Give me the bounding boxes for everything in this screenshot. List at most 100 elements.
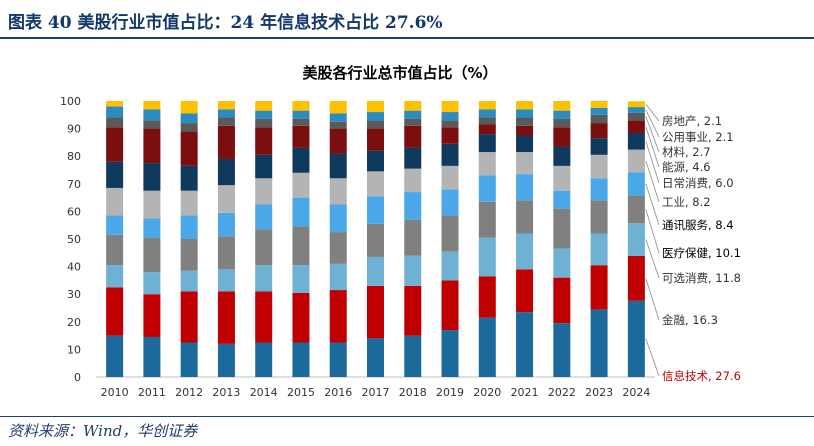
bar-segment [217,185,235,213]
bar-segment [516,101,534,110]
bar-segment [292,147,310,173]
x-tick-label: 2024 [622,386,650,399]
bar-segment [217,158,235,186]
bar-segment [367,150,384,172]
bar-segment [516,125,534,136]
x-tick-label: 2021 [511,386,539,399]
chart-title: 美股各行业总市值占比（%） [302,64,497,82]
series-label: 信息技术, 27.6 [662,369,741,383]
bar-segment [180,215,198,239]
bar-segment [553,248,571,278]
bar-segment [478,276,496,318]
bar-segment [478,152,496,176]
bar-segment [590,265,608,310]
bar-segment [143,190,161,219]
bar-segment [553,146,571,166]
x-tick-label: 2015 [287,386,315,399]
bar-segment [180,270,198,292]
bar-segment [367,338,384,377]
bar-segment [329,128,347,154]
bar-segment [180,101,198,114]
bar-segment [106,101,124,107]
bar-segment [180,190,198,216]
y-tick-label: 100 [60,95,81,108]
bar-segment [143,294,161,337]
bar-segment [478,124,496,135]
bar-segment [106,127,124,162]
bar-segment [404,335,422,377]
bar-segment [180,131,198,166]
bar-segment [217,343,235,377]
bar-segment [404,118,422,126]
bar-segment [478,101,496,110]
bar-segment [367,128,384,151]
bar-segment [553,208,571,249]
bar-segment [329,101,347,114]
bar-segment [627,133,645,150]
bar-segment [292,101,310,111]
bar-segment [143,128,161,164]
bar-segment [217,212,235,237]
bar-segment [180,291,198,343]
series-label: 公用事业, 2.1 [662,130,734,144]
bar-segment [143,120,161,129]
y-tick-label: 60 [67,205,81,218]
bar-segment [553,110,571,119]
bar-segment [441,189,459,216]
y-tick-label: 90 [67,123,81,136]
bar-segment [367,101,384,113]
leader-line [645,103,660,122]
bar-segment [404,168,422,193]
bar-segment [590,114,608,124]
bar-segment [106,106,124,118]
series-label: 房地产, 2.1 [662,114,722,128]
bar-segment [627,195,645,224]
bar-segment [329,121,347,129]
leader-line [645,278,660,321]
series-label: 工业, 8.2 [662,195,711,209]
bar-segment [516,312,534,377]
bar-segment [478,317,496,377]
series-label: 材料, 2.7 [662,145,711,159]
bar-segment [516,135,534,153]
bar-segment [553,190,571,209]
bar-segment [478,109,496,118]
bar-segment [292,265,310,293]
bar-segment [590,123,608,139]
footer-divider [0,416,814,417]
series-label: 可选消费, 11.8 [662,271,741,285]
figure-header: 图表 40 美股行业市值占比：24 年信息技术占比 27.6% [0,0,814,40]
bar-segment [180,113,198,124]
bar-segment [143,272,161,295]
bar-segment [516,269,534,313]
y-tick-label: 10 [67,343,81,356]
bar-segment [590,101,608,108]
bar-segment [106,117,124,128]
bar-segment [590,107,608,115]
bar-segment [441,120,459,128]
series-label: 通讯服务, 8.4 [662,218,734,232]
bar-segment [404,101,422,111]
bar-segment [590,309,608,377]
bar-segment [217,236,235,270]
bar-segment [106,215,124,235]
bar-segment [553,165,571,191]
bar-segment [441,101,459,113]
y-tick-label: 70 [67,178,81,191]
bar-segment [478,134,496,153]
bar-segment [329,113,347,122]
bar-segment [255,110,273,119]
leader-line [645,209,660,254]
leader-line [645,141,660,184]
bar-segment [478,237,496,277]
header-divider [0,37,814,39]
bar-segment [329,342,347,377]
x-tick-label: 2010 [101,386,129,399]
bar-segment [516,109,534,118]
stacked-bar-chart: 美股各行业总市值占比（%） 0 10 20 30 40 50 60 70 80 90 100 2010 2… [60,64,741,399]
bar-segment [255,154,273,179]
bar-segment [143,237,161,273]
bar-segment [627,300,645,377]
bar-segment [255,118,273,128]
bar-segment [106,265,124,288]
